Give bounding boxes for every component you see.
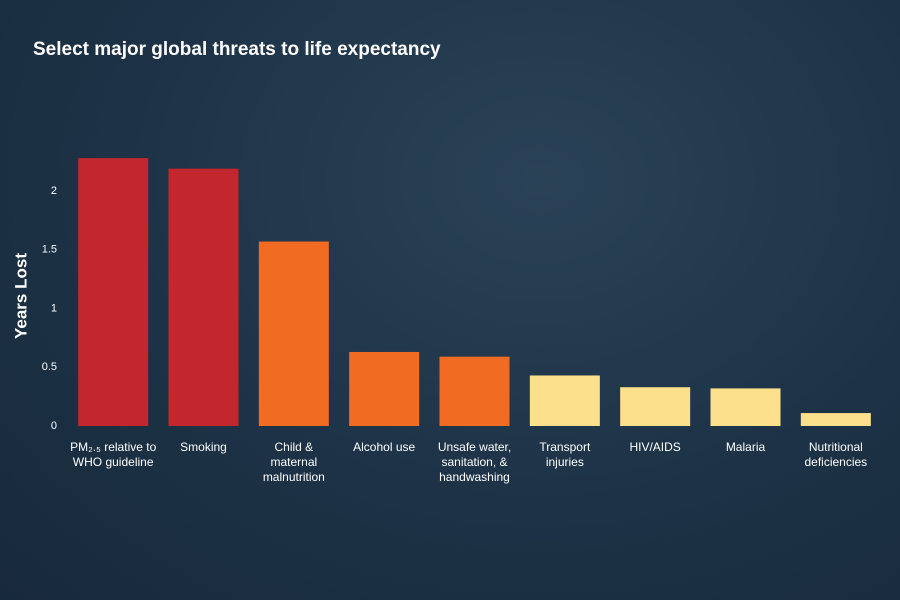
y-tick-label: 1.5 [42,244,57,256]
y-tick-label: 2 [51,185,57,197]
x-tick-label: PM₂.₅ relative to WHO guideline [70,440,157,469]
bar [529,375,600,426]
y-tick-label: 0.5 [42,361,57,373]
y-axis-label: Years Lost [11,253,30,339]
x-tick-label: Nutritional deficiencies [804,440,868,469]
bar [620,387,691,426]
bar [800,413,871,426]
x-tick-label: Transport injuries [539,440,591,469]
x-tick-label: Malaria [725,440,766,454]
y-tick-label: 0 [51,420,57,432]
bar [349,351,420,426]
bar [439,356,510,426]
bar [78,158,149,426]
x-tick-label: Child & maternal malnutrition [262,440,325,484]
x-tick-label: Smoking [180,440,227,454]
bar [168,168,239,427]
bar [710,388,781,426]
chart-title: Select major global threats to life expe… [33,39,441,60]
x-tick-label: Alcohol use [353,440,416,454]
bar [258,241,329,426]
x-tick-label: HIV/AIDS [629,440,681,454]
y-tick-label: 1 [51,302,57,314]
x-tick-label: Unsafe water, sanitation, & handwashing [437,440,512,484]
